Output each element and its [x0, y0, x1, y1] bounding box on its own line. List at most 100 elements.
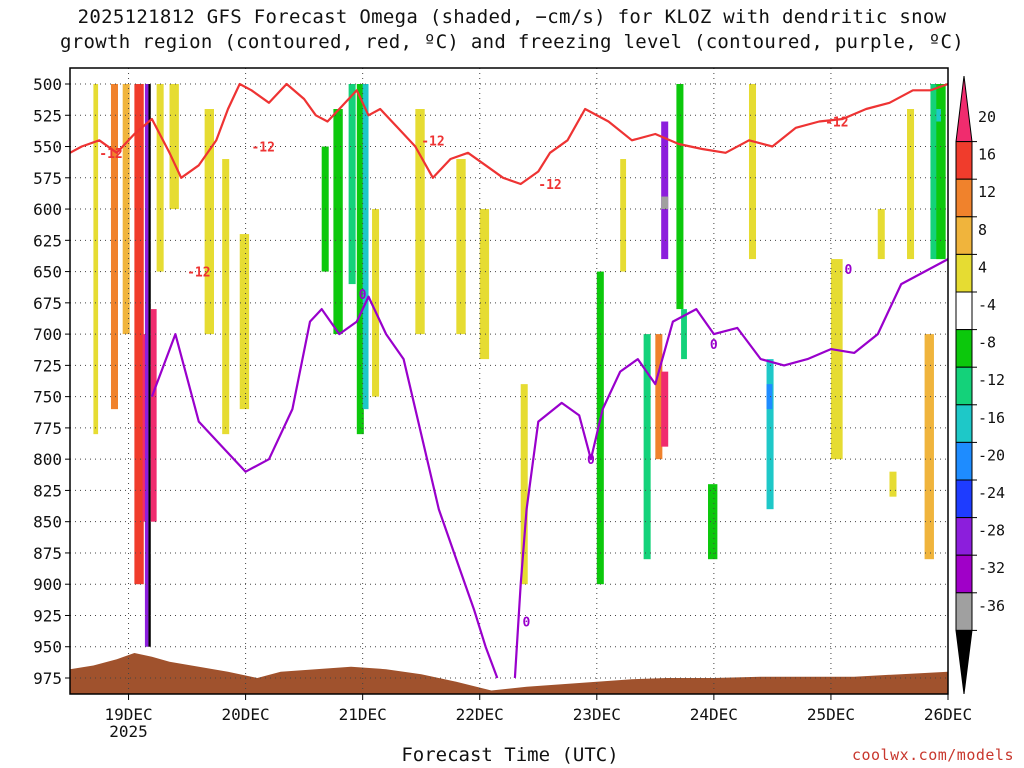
omega-cell: [169, 84, 179, 210]
y-tick-label: 875: [33, 544, 62, 563]
colorbar-segment: [955, 366, 973, 406]
dgz-contour-label: -12: [825, 116, 848, 131]
omega-cell: [681, 309, 687, 360]
freezing-contour-label: 0: [710, 338, 718, 353]
omega-cell: [148, 84, 151, 647]
y-tick-label: 850: [33, 513, 62, 532]
y-tick-label: 550: [33, 138, 62, 157]
omega-cell: [766, 384, 773, 410]
dgz-contour-line: [69, 82, 949, 186]
colorbar-segment: [955, 216, 973, 255]
dgz-contour-label: -12: [187, 266, 210, 281]
colorbar-segment: [955, 141, 973, 180]
colorbar-tick-label: -36: [978, 597, 1005, 615]
freezing-contour-label: 0: [587, 453, 595, 468]
dgz-contour-label: -12: [99, 147, 122, 162]
dgz-contour-label: -12: [421, 134, 444, 149]
omega-cell: [144, 84, 149, 647]
colorbar-tick-label: -16: [978, 409, 1005, 427]
y-tick-label: 750: [33, 388, 62, 407]
omega-cell: [655, 334, 663, 460]
freezing-contour-label: 0: [359, 288, 367, 303]
x-tick-label: 26DEC: [924, 705, 972, 724]
omega-cell: [643, 334, 651, 560]
terrain-fill: [70, 653, 948, 694]
omega-cell: [239, 234, 250, 410]
omega-cell: [661, 371, 669, 447]
omega-cell: [520, 384, 528, 585]
freezing-contour-label: 0: [844, 263, 852, 278]
y-tick-label: 600: [33, 200, 62, 219]
x-tick-label: 25DEC: [807, 705, 855, 724]
freezing-contour-line: [513, 258, 949, 679]
y-tick-label: 700: [33, 325, 62, 344]
y-tick-label: 500: [33, 75, 62, 94]
colorbar-tick-label: -8: [978, 334, 996, 352]
omega-cell: [661, 196, 669, 210]
omega-cell: [142, 334, 147, 522]
omega-cell: [333, 109, 343, 335]
colorbar-segment: [955, 554, 973, 594]
y-tick-label: 625: [33, 231, 62, 250]
colorbar-tick-label: 20: [978, 108, 996, 126]
omega-cell: [110, 84, 118, 410]
y-tick-label: 725: [33, 356, 62, 375]
omega-cell: [936, 84, 946, 260]
plot-frame: [69, 67, 949, 695]
colorbar-tick-label: 12: [978, 183, 996, 201]
colorbar-segment: [955, 291, 973, 331]
omega-cell: [356, 84, 364, 435]
colorbar-segment: [955, 441, 973, 481]
credit-link[interactable]: coolwx.com/models: [851, 746, 1014, 764]
omega-cell: [661, 121, 669, 260]
colorbar-segment: [955, 329, 973, 368]
omega-cell: [830, 259, 843, 460]
omega-cell: [479, 209, 490, 360]
freezing-contour-label: 0: [523, 616, 531, 631]
omega-cell: [936, 109, 941, 122]
omega-cell: [122, 84, 130, 335]
colorbar-tick-label: -20: [978, 446, 1005, 464]
y-tick-label: 525: [33, 106, 62, 125]
colorbar-tick-label: -24: [978, 484, 1005, 502]
omega-cell: [456, 159, 466, 335]
x-tick-label: 21DEC: [339, 705, 387, 724]
omega-cell: [204, 109, 214, 335]
y-tick-label: 575: [33, 169, 62, 188]
colorbar-tick-label: -12: [978, 371, 1005, 389]
colorbar-segment: [955, 479, 973, 519]
y-tick-label: 925: [33, 606, 62, 625]
x-tick-label: 23DEC: [573, 705, 621, 724]
omega-cell: [766, 359, 774, 510]
omega-cell: [889, 471, 897, 497]
colorbar-segment: [955, 253, 973, 293]
y-tick-label: 975: [33, 669, 62, 688]
y-tick-label: 950: [33, 638, 62, 657]
x-tick-year-label: 2025: [109, 722, 148, 741]
omega-cell: [620, 159, 627, 272]
dgz-contour-label: -12: [251, 141, 274, 156]
colorbar-tick-label: -28: [978, 522, 1005, 540]
colorbar-segment: [955, 517, 973, 556]
colorbar-tick-label: -32: [978, 559, 1005, 577]
chart-title-line-1: 2025121812 GFS Forecast Omega (shaded, −…: [77, 6, 947, 28]
omega-cell: [348, 84, 356, 285]
freezing-contour-line: [150, 295, 499, 679]
y-tick-label: 650: [33, 263, 62, 282]
x-tick-label: 24DEC: [690, 705, 738, 724]
omega-cell: [93, 84, 99, 435]
x-axis-label: Forecast Time (UTC): [401, 744, 619, 766]
colorbar-segment: [955, 592, 973, 631]
colorbar-tick-label: -4: [978, 296, 996, 314]
omega-cell: [748, 84, 757, 260]
y-tick-label: 825: [33, 481, 62, 500]
omega-cell: [877, 209, 885, 260]
omega-cell: [676, 84, 684, 310]
omega-cell: [924, 334, 934, 560]
x-tick-label: 20DEC: [222, 705, 270, 724]
x-tick-label: 22DEC: [456, 705, 504, 724]
omega-cell: [907, 109, 915, 260]
y-tick-label: 675: [33, 294, 62, 313]
colorbar-segment: [955, 75, 973, 143]
